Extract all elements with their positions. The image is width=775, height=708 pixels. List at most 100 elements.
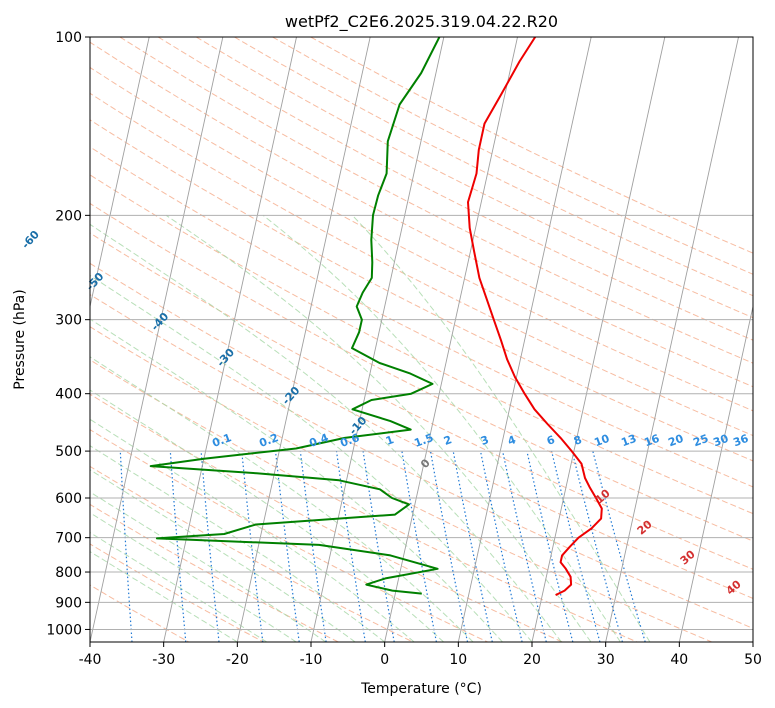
y-tick-label: 400 — [55, 387, 82, 403]
mixing-ratio-label: 0.1 — [210, 431, 233, 450]
mixing-ratio-label: 13 — [619, 432, 638, 449]
mixing-ratio-label: 20 — [666, 432, 685, 450]
isotherm-line — [752, 639, 753, 642]
x-tick-label: -10 — [300, 652, 323, 668]
mixing-ratio-label: 16 — [642, 432, 661, 450]
dry-adiabat-line — [90, 326, 712, 642]
mixing-ratio-label: 2 — [442, 433, 454, 448]
y-tick-label: 200 — [55, 208, 82, 224]
isotherm-line — [90, 37, 224, 642]
dry-adiabat-line — [90, 232, 753, 570]
mixing-ratio-lines — [119, 450, 646, 642]
dry-adiabat-line — [90, 66, 753, 412]
dry-adiabat-line — [90, 262, 753, 599]
moist-adiabat-line — [90, 512, 297, 642]
mixing-ratio-label: 36 — [731, 432, 750, 450]
mixing-ratio-line — [200, 451, 220, 642]
mixing-ratio-line — [452, 450, 493, 642]
mixing-ratio-line — [241, 451, 264, 642]
x-tick-label: -40 — [79, 652, 102, 668]
y-tick-label: 600 — [55, 491, 82, 507]
x-tick-label: 40 — [670, 652, 688, 668]
mixing-ratio-label: 3 — [479, 433, 491, 448]
isotherm-line — [163, 37, 297, 642]
x-tick-label: 30 — [597, 652, 615, 668]
mixing-ratio-line — [479, 450, 523, 642]
mixing-ratio-line — [429, 450, 469, 642]
moist-adiabat-line — [90, 418, 415, 642]
mixing-ratio-label: 6 — [545, 433, 557, 448]
plot-background — [90, 37, 753, 642]
dry-adiabat-line — [90, 503, 339, 642]
isotherm-line — [531, 37, 666, 642]
isotherm-lines — [0, 37, 753, 642]
y-axis-label: Pressure (hPa) — [12, 289, 28, 389]
x-axis-label: Temperature (°C) — [360, 681, 482, 697]
dry-adiabat-line — [90, 174, 753, 515]
dry-adiabat-line — [90, 146, 753, 488]
mixing-ratio-label: 30 — [711, 432, 730, 450]
y-tick-label: 100 — [55, 30, 82, 46]
y-tick-label: 800 — [55, 565, 82, 581]
x-axis-ticks: -40 -30 -20 -10 0 10 20 30 40 50 — [79, 642, 762, 668]
dry-adiabat-line — [90, 359, 638, 642]
x-tick-label: 20 — [523, 652, 541, 668]
x-tick-label: -30 — [152, 652, 175, 668]
moist-adiabat-line — [90, 389, 444, 642]
mixing-ratio-label: 0.4 — [307, 431, 330, 450]
mixing-ratio-label: 8 — [572, 433, 584, 448]
sounding-profiles — [149, 37, 603, 596]
mixing-ratio-label: 0.2 — [257, 431, 280, 450]
temperature-profile-line — [467, 37, 603, 596]
x-tick-label: -20 — [226, 652, 249, 668]
isotherm-line — [678, 304, 753, 642]
x-tick-label: 0 — [380, 652, 389, 668]
mixing-ratio-line — [401, 451, 437, 642]
y-tick-label: 300 — [55, 313, 82, 329]
chart-title: wetPf2_C2E6.2025.319.04.22.R20 — [285, 12, 558, 32]
moist-adiabat-line — [90, 318, 503, 642]
dry-adiabat-line — [90, 92, 753, 437]
pressure-grid-lines — [90, 37, 753, 630]
x-tick-label: 50 — [744, 652, 762, 668]
mixing-ratio-line — [335, 451, 366, 642]
isotherm-line — [384, 37, 518, 642]
mixing-ratio-line — [526, 450, 574, 642]
dry-adiabat-line — [90, 543, 264, 642]
dry-adiabat-line — [90, 429, 488, 642]
y-tick-label: 1000 — [46, 622, 82, 638]
isotherm-line — [457, 37, 592, 642]
moist-adiabat-line — [90, 445, 385, 642]
moist-adiabat-line — [351, 214, 651, 642]
mixing-ratio-label: 1.5 — [412, 431, 435, 450]
mixing-ratio-label: 25 — [691, 432, 710, 449]
moist-adiabat-line — [90, 491, 326, 642]
x-tick-label: 10 — [449, 652, 467, 668]
mixing-ratio-line — [551, 450, 601, 642]
y-axis-ticks: 100 200 300 400 500 600 700 800 900 1000 — [46, 30, 90, 638]
isotherm-label: -60 — [19, 228, 42, 252]
mixing-ratio-label: 4 — [506, 433, 518, 448]
mixing-ratio-line — [119, 451, 133, 642]
moist-adiabat-line — [90, 274, 533, 642]
isotherm-line — [236, 37, 371, 642]
y-tick-label: 500 — [55, 444, 82, 460]
isotherm-line — [310, 37, 445, 642]
dry-adiabat-line — [195, 37, 753, 319]
mixing-ratio-line — [274, 451, 300, 642]
y-tick-label: 700 — [55, 531, 82, 547]
dry-adiabat-line — [90, 393, 563, 642]
dry-adiabat-line — [157, 37, 753, 341]
isotherm-line — [90, 37, 150, 309]
mixing-ratio-label: 1 — [384, 433, 396, 448]
moist-adiabat-line — [90, 469, 356, 642]
mixing-ratio-line — [571, 450, 623, 642]
isotherm-line — [0, 37, 2, 642]
dry-adiabat-line — [234, 37, 753, 297]
moist-adiabat-line — [90, 223, 562, 642]
mixing-ratio-line — [299, 451, 327, 642]
mixing-ratio-label: 0.6 — [338, 431, 361, 450]
isotherm-line — [605, 37, 739, 642]
mixing-ratio-label: 10 — [592, 432, 611, 450]
